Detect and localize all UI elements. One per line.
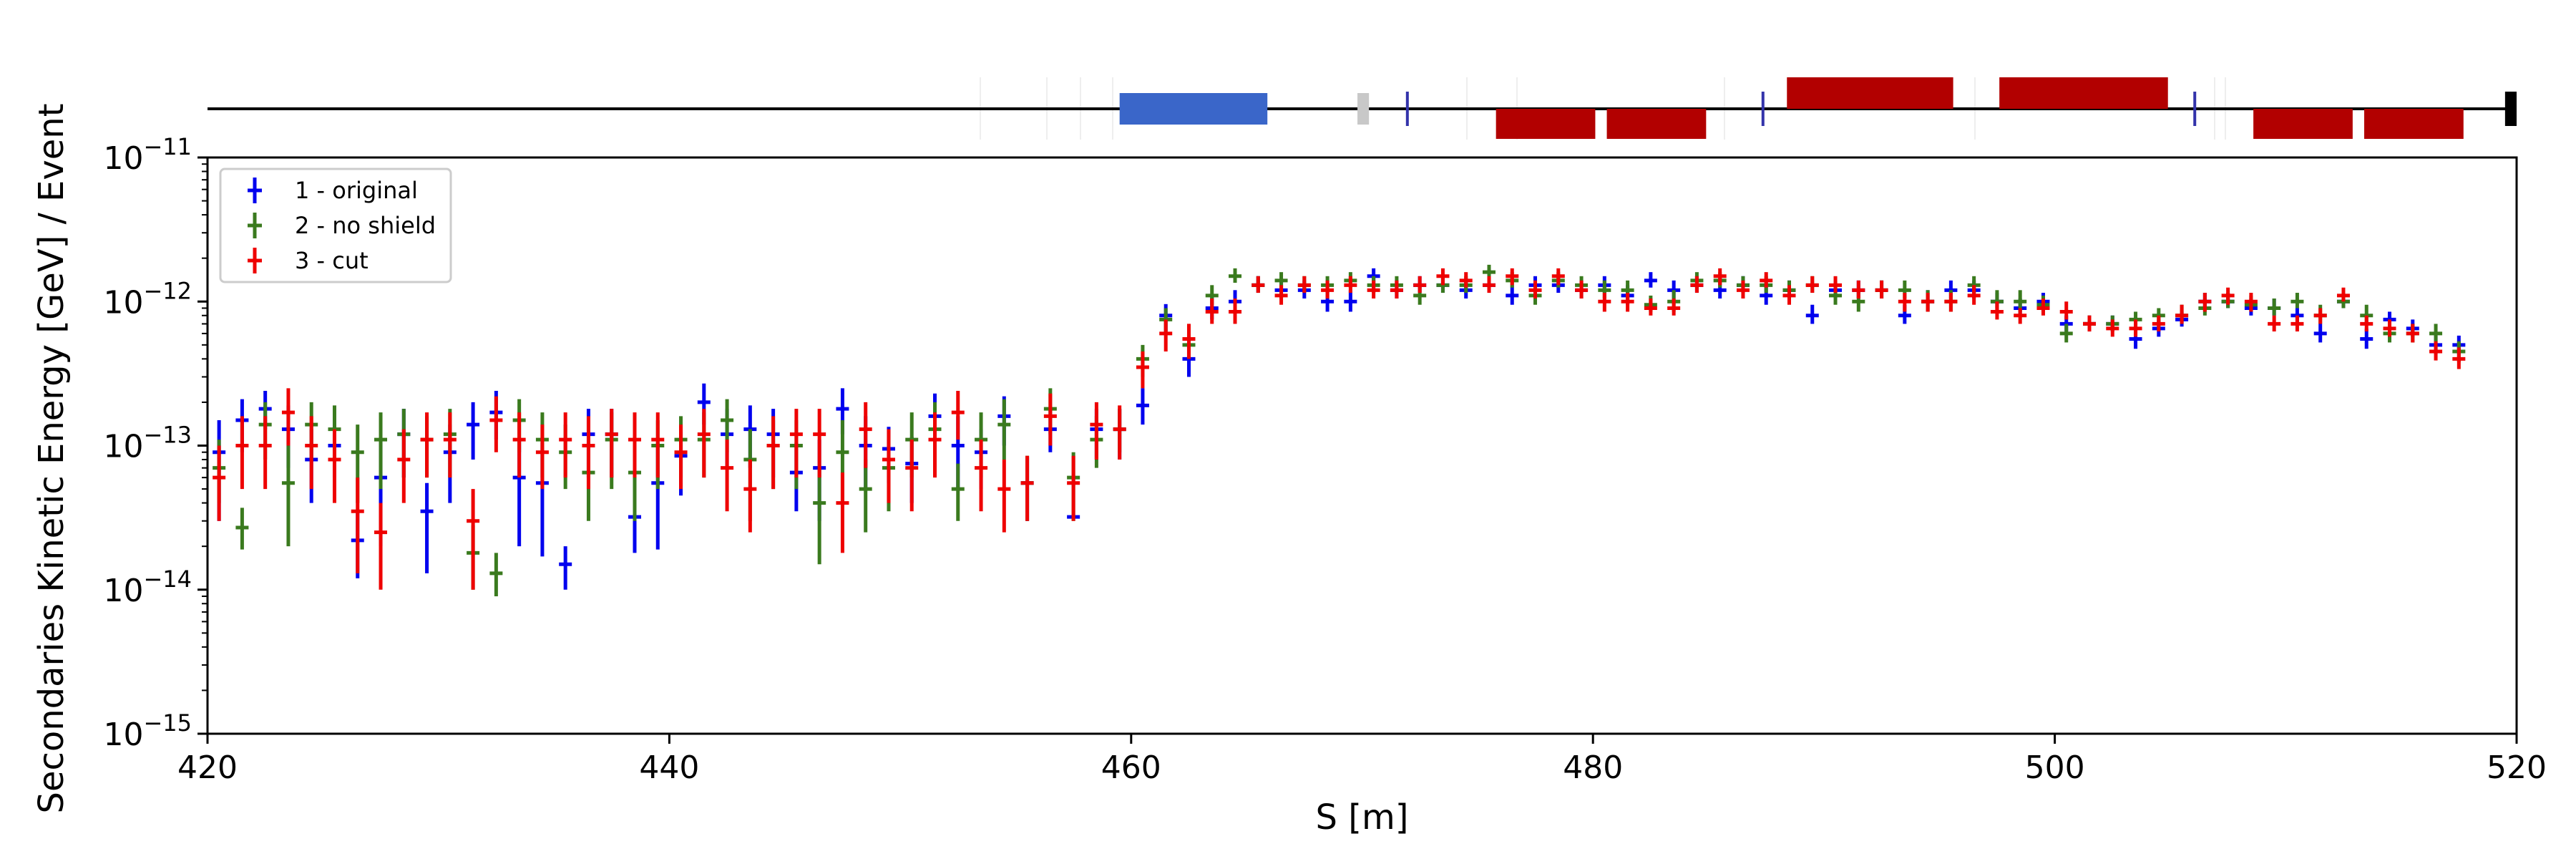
y-axis-label: Secondaries Kinetic Energy [GeV] / Event	[31, 103, 72, 813]
x-tick-label: 480	[1563, 749, 1623, 786]
x-tick-label: 520	[2487, 749, 2547, 786]
x-tick-label: 500	[2025, 749, 2085, 786]
x-axis-label: S [m]	[1316, 797, 1409, 838]
marker-element	[2193, 92, 2197, 126]
dipole-element	[2253, 109, 2353, 139]
x-tick-label: 440	[639, 749, 699, 786]
legend-label: 1 - original	[295, 177, 418, 204]
series-3	[213, 268, 2466, 590]
marker-element	[1405, 92, 1409, 126]
plot-frame	[206, 156, 2518, 735]
x-tick-label: 420	[177, 749, 238, 786]
machine-layout-strip	[208, 77, 2517, 140]
dipole-element	[1787, 77, 1953, 109]
y-tick-label: 10−14	[103, 566, 192, 609]
dipole-element	[1496, 109, 1596, 139]
series-2	[213, 264, 2466, 596]
dipole-element	[1999, 77, 2168, 109]
collimator-element	[1357, 93, 1370, 125]
axes: 420 440 460 480 500 520 10−15 10−14 10−13 10−12 10…	[103, 133, 2547, 786]
legend: 1 - original 2 - no shield 3 - cut	[219, 168, 452, 283]
legend-label: 3 - cut	[295, 247, 369, 274]
legend-label: 2 - no shield	[295, 212, 436, 239]
legend-box	[219, 168, 452, 283]
series-1	[213, 268, 2466, 590]
y-tick-label: 10−13	[103, 422, 192, 465]
x-tick-label: 460	[1101, 749, 1161, 786]
blue-magnet-element	[1119, 93, 1268, 125]
y-tick-label: 10−12	[103, 277, 192, 321]
plot-area	[213, 264, 2466, 596]
dipole-element	[2364, 109, 2464, 139]
end-marker-element	[2504, 92, 2517, 126]
y-tick-label: 10−11	[103, 133, 192, 177]
marker-element	[1761, 92, 1765, 126]
y-tick-label: 10−15	[103, 709, 192, 753]
dipole-element	[1606, 109, 1707, 139]
